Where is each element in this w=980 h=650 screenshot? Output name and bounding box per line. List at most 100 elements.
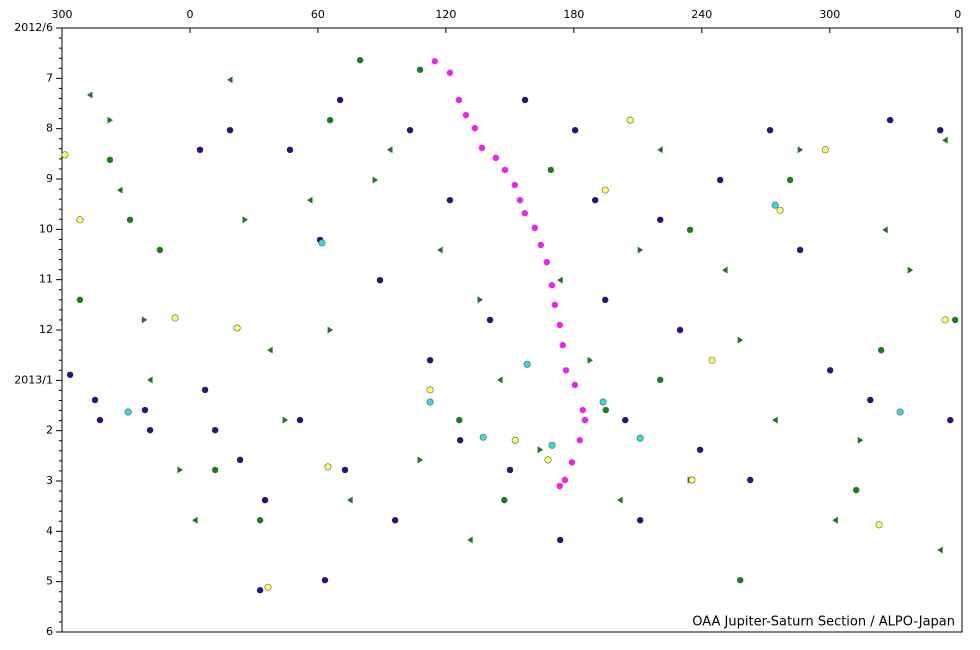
point — [324, 463, 332, 471]
x-tick-label: 300 — [819, 8, 840, 21]
point — [146, 426, 154, 434]
point — [336, 96, 344, 104]
point — [196, 146, 204, 154]
point — [561, 476, 569, 484]
y-tick-label: 3 — [46, 474, 53, 487]
y-tick-label: 2012/6 — [14, 21, 53, 34]
point — [477, 296, 484, 304]
point — [696, 446, 704, 453]
point — [455, 96, 463, 104]
point — [267, 346, 273, 354]
point — [676, 326, 684, 334]
y-tick-label: 12 — [39, 323, 53, 336]
point — [657, 146, 663, 154]
point — [637, 246, 644, 254]
point — [462, 111, 470, 119]
point — [601, 296, 609, 303]
point — [506, 466, 514, 474]
point — [233, 324, 241, 332]
x-tick-label: 240 — [691, 8, 712, 21]
point — [387, 146, 393, 154]
point — [523, 360, 531, 368]
point — [937, 546, 943, 554]
y-tick-label: 6 — [46, 625, 53, 638]
point — [226, 126, 234, 134]
point — [492, 154, 499, 162]
point — [557, 276, 563, 284]
point — [688, 476, 696, 484]
point — [853, 486, 860, 494]
point — [256, 517, 264, 524]
point — [941, 316, 949, 324]
point — [636, 434, 644, 442]
x-tick-label: 300 — [52, 8, 73, 21]
point — [107, 116, 113, 124]
point — [826, 367, 834, 374]
point — [547, 166, 555, 174]
point — [737, 336, 744, 344]
point — [587, 356, 594, 364]
point — [497, 376, 503, 384]
point — [446, 196, 454, 204]
point — [581, 416, 589, 424]
x-tick-label: 0 — [954, 8, 961, 21]
y-tick-label: 4 — [46, 524, 53, 537]
point — [341, 466, 349, 474]
point — [286, 146, 294, 154]
point — [486, 316, 494, 324]
point — [579, 406, 587, 414]
point — [736, 576, 744, 584]
point — [124, 408, 132, 416]
point — [406, 126, 414, 134]
point — [747, 476, 754, 484]
point — [568, 459, 576, 466]
point — [372, 176, 379, 184]
point — [106, 156, 114, 164]
point — [446, 69, 454, 76]
point — [937, 126, 944, 134]
point — [521, 96, 529, 104]
point — [264, 583, 272, 591]
point — [797, 146, 804, 154]
y-tick-label: 7 — [46, 71, 53, 84]
point — [832, 516, 838, 524]
point — [307, 196, 313, 204]
point — [657, 376, 664, 384]
point — [141, 316, 148, 324]
point — [147, 376, 153, 384]
point — [391, 517, 399, 524]
point — [896, 408, 904, 416]
point — [96, 416, 104, 424]
point — [521, 210, 528, 217]
point — [76, 216, 84, 224]
point — [602, 406, 610, 414]
point — [347, 496, 353, 504]
point — [417, 456, 424, 464]
y-tick-label: 2013/1 — [14, 373, 53, 386]
point — [356, 57, 364, 64]
point — [559, 341, 566, 349]
point — [857, 436, 864, 444]
point — [599, 398, 607, 406]
point — [548, 282, 556, 289]
point — [326, 116, 334, 124]
point — [942, 136, 948, 144]
point — [875, 521, 883, 529]
point — [537, 446, 544, 454]
point — [537, 241, 544, 249]
point — [431, 58, 438, 65]
point — [544, 456, 552, 464]
point — [591, 196, 599, 204]
point — [626, 116, 634, 124]
point — [722, 266, 728, 274]
point — [282, 416, 289, 424]
point — [576, 437, 584, 444]
point — [192, 516, 198, 524]
point — [867, 396, 874, 404]
point — [601, 186, 609, 194]
point — [766, 126, 774, 134]
point — [227, 76, 233, 84]
point — [516, 196, 524, 204]
y-tick-label: 2 — [46, 424, 53, 437]
